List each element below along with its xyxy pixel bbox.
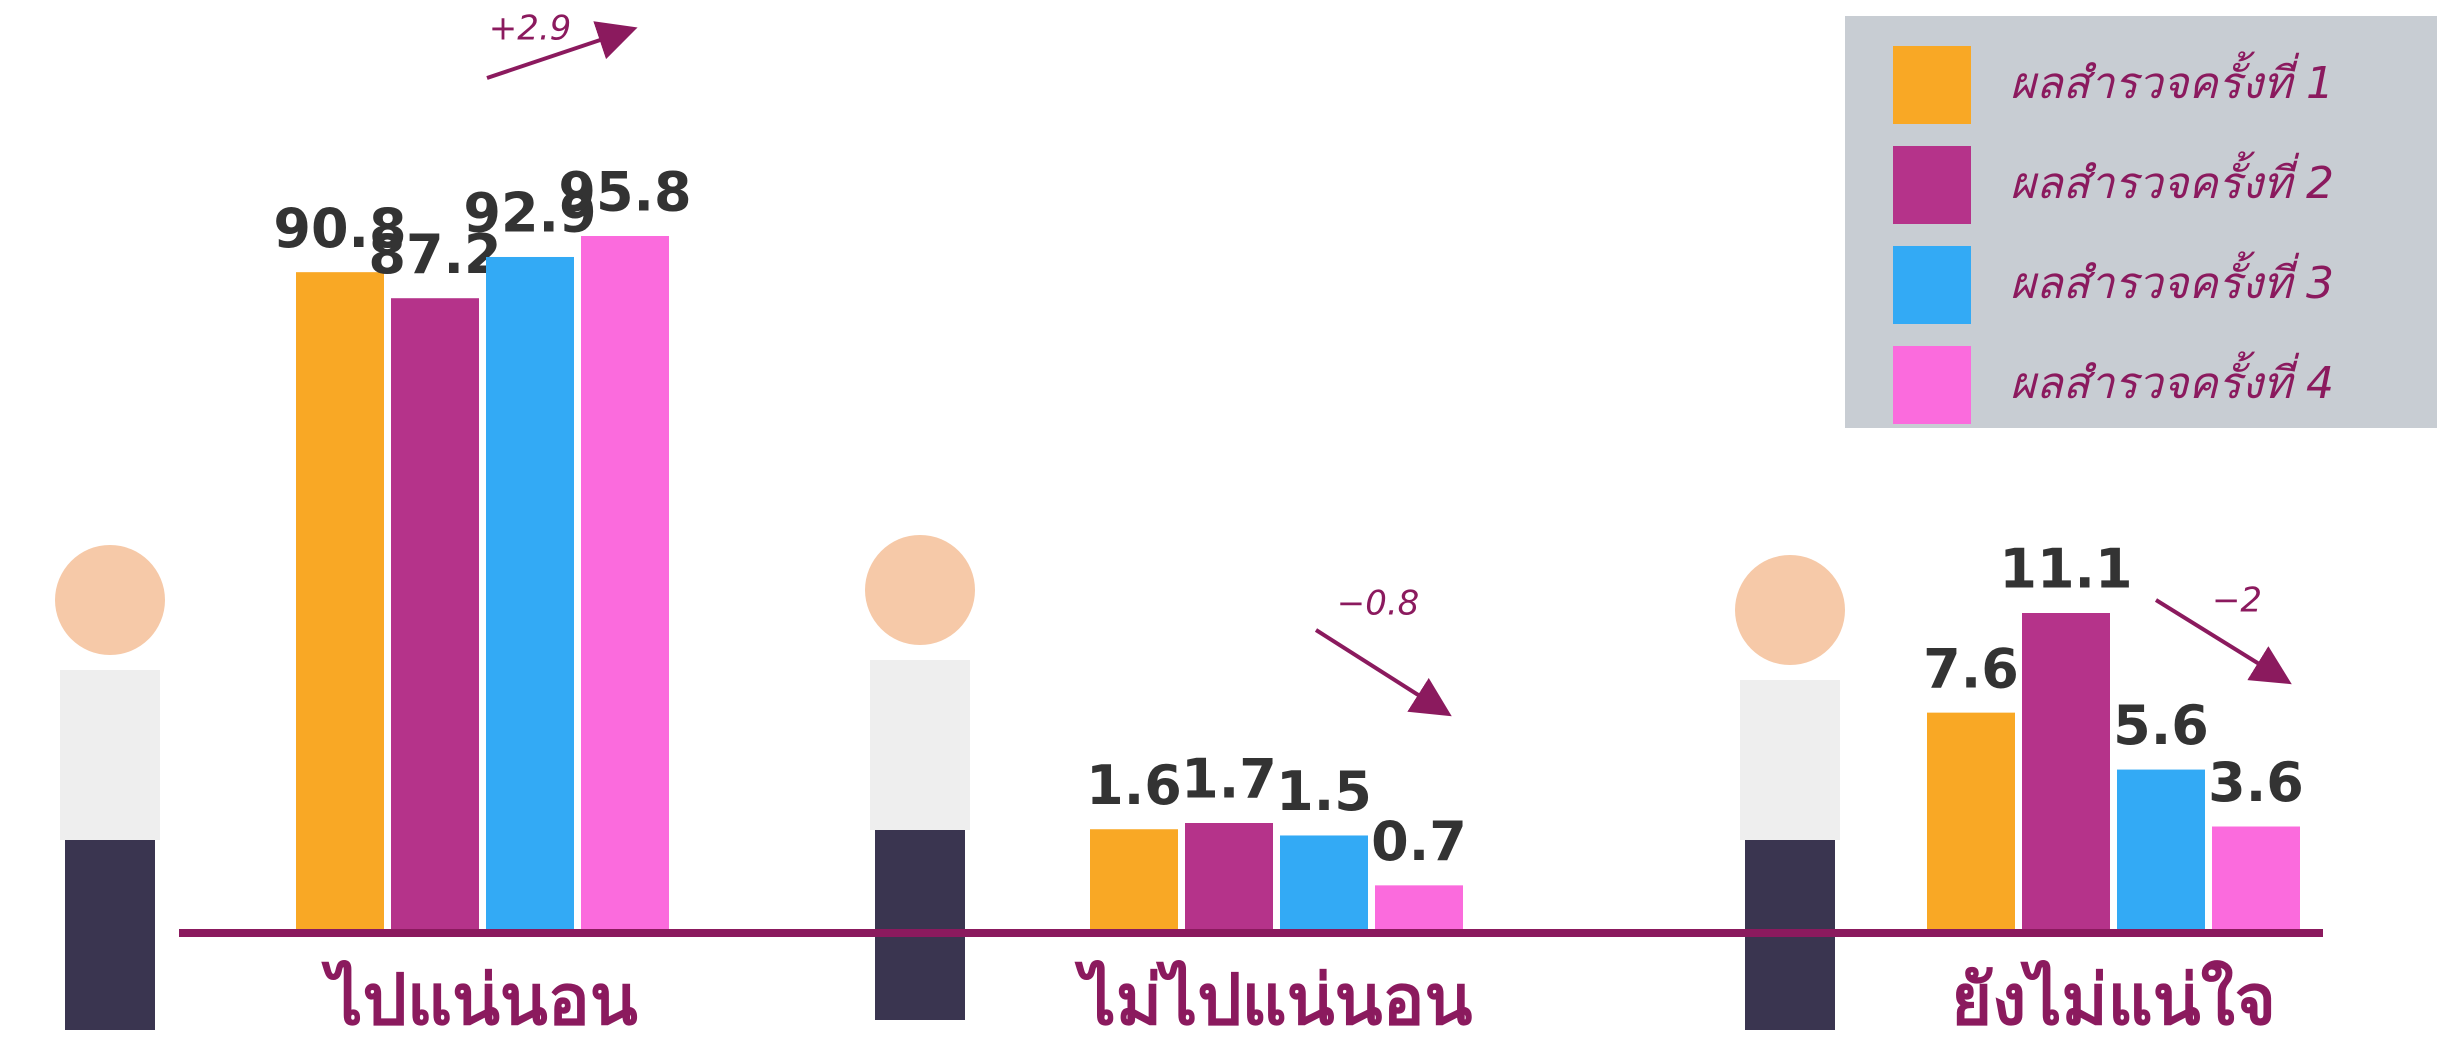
value-label: 1.6	[1086, 754, 1182, 817]
bar	[296, 272, 384, 929]
legend-swatch	[1893, 46, 1971, 124]
annotation: −2	[2212, 581, 2262, 621]
chart: +2.9 −0.8 −2 90.887.292.995.8ไปแน่นอน1.6…	[0, 0, 2441, 1046]
bar	[391, 298, 479, 929]
figure-body	[1740, 680, 1840, 840]
value-label: 1.7	[1181, 748, 1277, 811]
figure-legs	[875, 830, 965, 1020]
value-label: 3.6	[2208, 751, 2304, 814]
value-label: 95.8	[558, 161, 691, 224]
figure-body	[870, 660, 970, 830]
legend-swatch	[1893, 246, 1971, 324]
bar	[2117, 770, 2205, 929]
figure-head	[865, 535, 975, 645]
value-label: 5.6	[2113, 694, 2209, 757]
bar	[1185, 823, 1273, 929]
category-label: ไปแน่นอน	[320, 959, 638, 1041]
arrow	[1316, 630, 1445, 712]
bar	[1927, 713, 2015, 929]
legend-swatch	[1893, 346, 1971, 424]
figure-head	[55, 545, 165, 655]
bar	[2212, 827, 2300, 929]
annotation: −0.8	[1337, 584, 1420, 624]
figure-body	[60, 670, 160, 840]
category-label: ยังไม่แน่ใจ	[1951, 959, 2276, 1041]
annotation: +2.9	[489, 9, 572, 49]
bar	[2022, 613, 2110, 929]
bar	[581, 236, 669, 929]
value-label: 1.5	[1276, 760, 1372, 823]
legend-label: ผลสำรวจครั้งที่ 1	[2010, 51, 2334, 109]
bar	[1280, 835, 1368, 929]
legend-label: ผลสำรวจครั้งที่ 3	[2010, 251, 2334, 309]
value-label: 11.1	[1999, 538, 2132, 601]
bar	[486, 257, 574, 929]
category-label: ไม่ไปแน่นอน	[1074, 959, 1473, 1041]
bar	[1375, 885, 1463, 929]
value-label: 0.7	[1371, 810, 1467, 873]
legend-label: ผลสำรวจครั้งที่ 2	[2010, 151, 2334, 209]
figure-head	[1735, 555, 1845, 665]
bar	[1090, 829, 1178, 929]
legend-swatch	[1893, 146, 1971, 224]
legend-label: ผลสำรวจครั้งที่ 4	[2010, 351, 2334, 409]
value-label: 7.6	[1923, 637, 2019, 700]
figure-legs	[65, 840, 155, 1030]
